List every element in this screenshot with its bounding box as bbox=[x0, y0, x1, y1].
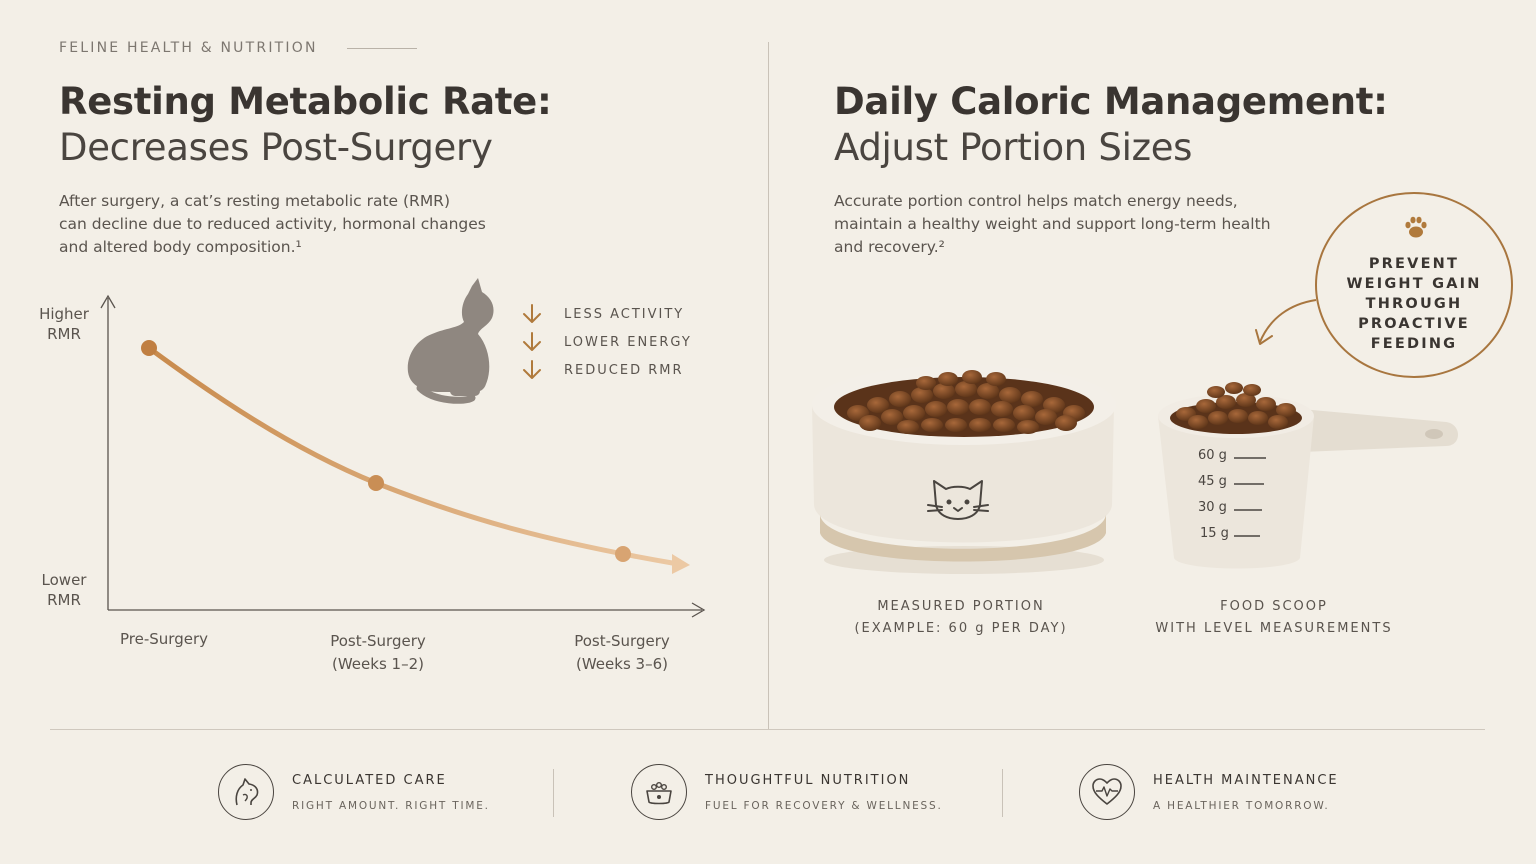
left-subtitle: Decreases Post-Surgery bbox=[59, 126, 493, 169]
column-divider bbox=[768, 42, 769, 730]
x-label-pre-surgery: Pre-Surgery bbox=[104, 628, 224, 651]
bowl-caption: MEASURED PORTION (EXAMPLE: 60 g PER DAY) bbox=[836, 596, 1086, 640]
badge-line: THROUGH bbox=[1365, 296, 1463, 312]
scoop-mark-60: 60 g bbox=[1198, 448, 1227, 463]
scoop-mark-45: 45 g bbox=[1198, 474, 1227, 489]
y-axis-top-label-line: RMR bbox=[47, 325, 81, 343]
x-label-line: Post-Surgery bbox=[574, 632, 670, 650]
feature-subtitle: RIGHT AMOUNT. RIGHT TIME. bbox=[292, 799, 490, 812]
feature-title: CALCULATED CARE bbox=[292, 772, 447, 788]
arrow-down-icon bbox=[523, 360, 541, 379]
feature-icon-circle bbox=[631, 764, 687, 820]
badge-line: WEIGHT GAIN bbox=[1346, 276, 1482, 292]
scoop-caption: FOOD SCOOP WITH LEVEL MEASUREMENTS bbox=[1144, 596, 1404, 640]
feature-divider bbox=[1002, 769, 1003, 817]
effect-item: LOWER ENERGY bbox=[520, 328, 692, 356]
food-bowl-icon bbox=[646, 781, 672, 805]
feature-icon-circle bbox=[1079, 764, 1135, 820]
x-label-weeks-1-2: Post-Surgery (Weeks 1–2) bbox=[308, 630, 448, 676]
prevent-weight-gain-badge: PREVENT WEIGHT GAIN THROUGH PROACTIVE FE… bbox=[1315, 192, 1513, 378]
left-paragraph-line: and altered body composition.¹ bbox=[59, 238, 302, 256]
y-axis-arrow bbox=[100, 294, 116, 309]
feature-thoughtful-nutrition: THOUGHTFUL NUTRITION FUEL FOR RECOVERY &… bbox=[631, 764, 943, 820]
heart-pulse-icon bbox=[1092, 778, 1122, 805]
right-paragraph-line: maintain a healthy weight and support lo… bbox=[834, 215, 1271, 233]
y-axis-bottom-label-line: Lower bbox=[41, 571, 87, 589]
effect-label: LOWER ENERGY bbox=[564, 334, 692, 350]
data-point-weeks-1-2 bbox=[368, 475, 384, 491]
feature-subtitle: A HEALTHIER TOMORROW. bbox=[1153, 799, 1330, 812]
left-paragraph: After surgery, a cat’s resting metabolic… bbox=[59, 190, 539, 259]
feature-text: THOUGHTFUL NUTRITION FUEL FOR RECOVERY &… bbox=[705, 773, 943, 812]
arrow-down-icon bbox=[523, 304, 541, 323]
x-label-line: (Weeks 3–6) bbox=[576, 655, 668, 673]
sitting-cat-icon bbox=[407, 278, 494, 404]
x-label-weeks-3-6: Post-Surgery (Weeks 3–6) bbox=[552, 630, 692, 676]
badge-line: PROACTIVE bbox=[1358, 316, 1470, 332]
feature-title: THOUGHTFUL NUTRITION bbox=[705, 772, 911, 788]
x-axis-arrow bbox=[691, 602, 706, 618]
left-paragraph-line: After surgery, a cat’s resting metabolic… bbox=[59, 192, 451, 210]
feature-divider bbox=[553, 769, 554, 817]
feature-subtitle: FUEL FOR RECOVERY & WELLNESS. bbox=[705, 799, 943, 812]
rmr-trend-chart bbox=[100, 294, 706, 618]
badge-line: FEEDING bbox=[1370, 336, 1458, 352]
right-paragraph-line: Accurate portion control helps match ene… bbox=[834, 192, 1238, 210]
right-paragraph: Accurate portion control helps match ene… bbox=[834, 190, 1314, 259]
measuring-scoop-illustration bbox=[1158, 382, 1458, 569]
y-axis-bottom-label: Lower RMR bbox=[28, 570, 100, 610]
paw-icon bbox=[1405, 216, 1427, 238]
badge-text: PREVENT WEIGHT GAIN THROUGH PROACTIVE FE… bbox=[1317, 254, 1511, 354]
y-axis-top-label-line: Higher bbox=[39, 305, 89, 323]
cat-head-icon bbox=[235, 778, 259, 806]
cat-face-icon bbox=[927, 480, 989, 520]
right-title: Daily Caloric Management: bbox=[834, 80, 1388, 123]
effect-item: LESS ACTIVITY bbox=[520, 300, 692, 328]
left-paragraph-line: can decline due to reduced activity, hor… bbox=[59, 215, 486, 233]
bowl-caption-line: (EXAMPLE: 60 g PER DAY) bbox=[854, 621, 1068, 636]
y-axis-top-label: Higher RMR bbox=[28, 304, 100, 344]
bowl-caption-line: MEASURED PORTION bbox=[877, 599, 1045, 614]
feature-text: CALCULATED CARE RIGHT AMOUNT. RIGHT TIME… bbox=[292, 773, 490, 812]
x-label-line: Pre-Surgery bbox=[120, 630, 208, 648]
arrow-down-icon bbox=[523, 332, 541, 351]
scoop-mark-15: 15 g bbox=[1200, 526, 1229, 541]
right-paragraph-line: and recovery.² bbox=[834, 238, 945, 256]
x-label-line: Post-Surgery bbox=[330, 632, 426, 650]
curved-arrow-icon bbox=[1255, 299, 1317, 345]
food-bowl-illustration bbox=[812, 365, 1116, 574]
effect-label: LESS ACTIVITY bbox=[564, 306, 685, 322]
y-axis-bottom-label-line: RMR bbox=[47, 591, 81, 609]
right-subtitle: Adjust Portion Sizes bbox=[834, 126, 1193, 169]
feature-title: HEALTH MAINTENANCE bbox=[1153, 772, 1339, 788]
feature-calculated-care: CALCULATED CARE RIGHT AMOUNT. RIGHT TIME… bbox=[218, 764, 490, 820]
feature-health-maintenance: HEALTH MAINTENANCE A HEALTHIER TOMORROW. bbox=[1079, 764, 1339, 820]
effects-list: LESS ACTIVITY LOWER ENERGY REDUCED RMR bbox=[520, 300, 692, 384]
scoop-caption-line: FOOD SCOOP bbox=[1220, 599, 1328, 614]
trend-arrowhead bbox=[672, 554, 690, 574]
footer-divider bbox=[50, 729, 1485, 730]
eyebrow-label: FELINE HEALTH & NUTRITION bbox=[59, 40, 318, 56]
scoop-caption-line: WITH LEVEL MEASUREMENTS bbox=[1155, 621, 1393, 636]
scoop-mark-30: 30 g bbox=[1198, 500, 1227, 515]
effect-item: REDUCED RMR bbox=[520, 356, 692, 384]
feature-text: HEALTH MAINTENANCE A HEALTHIER TOMORROW. bbox=[1153, 773, 1339, 812]
feature-icon-circle bbox=[218, 764, 274, 820]
data-point-weeks-3-6 bbox=[615, 546, 631, 562]
eyebrow-rule bbox=[347, 48, 417, 49]
badge-line: PREVENT bbox=[1368, 256, 1460, 272]
data-point-pre-surgery bbox=[141, 340, 157, 356]
left-title: Resting Metabolic Rate: bbox=[59, 80, 552, 123]
effect-label: REDUCED RMR bbox=[564, 362, 684, 378]
x-label-line: (Weeks 1–2) bbox=[332, 655, 424, 673]
